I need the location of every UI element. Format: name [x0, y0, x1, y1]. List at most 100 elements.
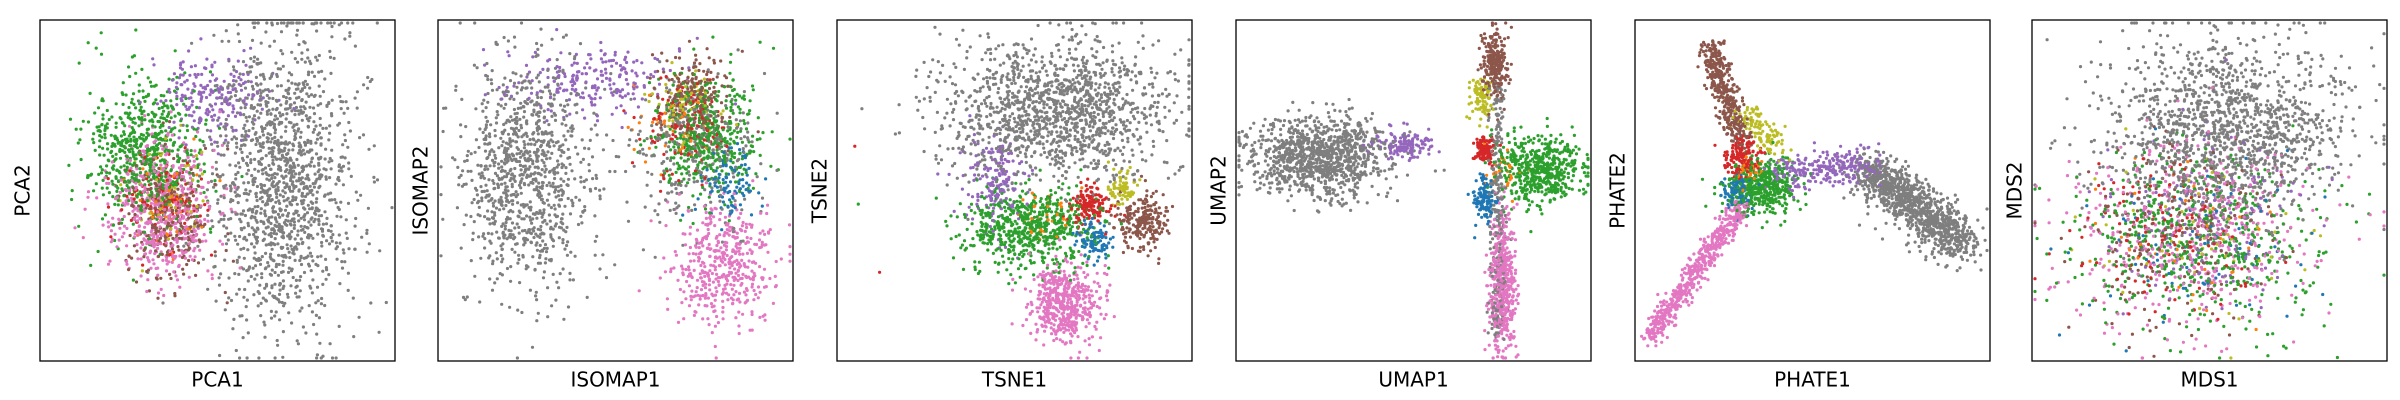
scatter-point: [483, 142, 486, 145]
scatter-point: [107, 225, 110, 228]
scatter-point: [303, 271, 306, 274]
scatter-point: [300, 153, 303, 156]
scatter-point: [168, 218, 171, 221]
scatter-point: [742, 111, 745, 114]
scatter-point: [194, 274, 197, 277]
scatter-point: [314, 21, 317, 24]
scatter-point: [253, 158, 256, 161]
scatter-point: [222, 125, 225, 128]
scatter-point: [145, 270, 148, 273]
scatter-point: [161, 106, 164, 109]
scatter-point: [135, 140, 138, 143]
scatter-point: [296, 29, 299, 32]
scatter-point: [568, 98, 571, 101]
scatter-point: [148, 212, 151, 215]
scatter-point: [675, 171, 678, 174]
scatter-point: [239, 106, 242, 109]
scatter-point: [273, 118, 276, 121]
scatter-point: [165, 171, 168, 174]
scatter-point: [222, 218, 225, 221]
scatter-point: [746, 121, 749, 124]
scatter-point: [269, 133, 272, 136]
scatter-point: [282, 65, 285, 68]
scatter-point: [500, 144, 503, 147]
scatter-point: [707, 297, 710, 300]
scatter-point: [136, 257, 139, 260]
scatter-point: [242, 60, 245, 63]
scatter-point: [141, 150, 144, 153]
scatter-point: [199, 168, 202, 171]
scatter-point: [266, 113, 269, 116]
scatter-point: [167, 237, 170, 240]
scatter-point: [626, 51, 629, 54]
scatter-point: [317, 71, 320, 74]
scatter-point: [736, 131, 739, 134]
scatter-point: [709, 264, 712, 267]
scatter-point: [279, 193, 282, 196]
scatter-point: [247, 331, 250, 334]
scatter-point: [247, 181, 250, 184]
scatter-point: [237, 201, 240, 204]
scatter-point: [169, 227, 172, 230]
scatter-point: [346, 146, 349, 149]
scatter-point: [324, 148, 327, 151]
scatter-point: [707, 154, 710, 157]
scatter-point: [719, 246, 722, 249]
scatter-point: [316, 191, 319, 194]
scatter-point: [186, 204, 189, 207]
scatter-point: [298, 21, 301, 24]
scatter-point: [230, 138, 233, 141]
scatter-point: [547, 123, 550, 126]
scatter-point: [203, 233, 206, 236]
scatter-point: [715, 273, 718, 276]
scatter-point: [181, 268, 184, 271]
scatter-point: [301, 242, 304, 245]
scatter-point: [207, 181, 210, 184]
scatter-point: [270, 215, 273, 218]
scatter-point: [119, 144, 122, 147]
scatter-point: [726, 205, 729, 208]
scatter-point: [233, 272, 236, 275]
scatter-point: [172, 175, 175, 178]
scatter-point: [511, 203, 514, 206]
scatter-point: [645, 154, 648, 157]
scatter-point: [733, 267, 736, 270]
scatter-point: [728, 266, 731, 269]
panel-isomap: ISOMAP1 ISOMAP2: [409, 20, 794, 392]
scatter-point: [734, 180, 737, 183]
scatter-point: [118, 227, 121, 230]
scatter-point: [273, 126, 276, 129]
scatter-point: [723, 190, 726, 193]
scatter-point: [192, 207, 195, 210]
scatter-point: [120, 134, 123, 137]
scatter-point: [476, 193, 479, 196]
scatter-point: [101, 147, 104, 150]
scatter-point: [484, 93, 487, 96]
scatter-point: [156, 194, 159, 197]
scatter-point: [555, 281, 558, 284]
scatter-point: [158, 225, 161, 228]
scatter-point: [165, 185, 168, 188]
scatter-point: [748, 184, 751, 187]
scatter-point: [263, 209, 266, 212]
scatter-point: [573, 177, 576, 180]
scatter-point: [750, 310, 753, 313]
scatter-point: [378, 249, 381, 252]
scatter-point: [282, 330, 285, 333]
scatter-point: [293, 92, 296, 95]
scatter-point: [287, 296, 290, 299]
scatter-point: [226, 147, 229, 150]
scatter-point: [299, 136, 302, 139]
scatter-point: [758, 246, 761, 249]
scatter-point: [573, 61, 576, 64]
scatter-point: [347, 272, 350, 275]
scatter-point: [485, 157, 488, 160]
scatter-point: [175, 86, 178, 89]
scatter-point: [731, 276, 734, 279]
scatter-point: [247, 80, 250, 83]
scatter-point: [743, 122, 746, 125]
scatter-point: [253, 114, 256, 117]
scatter-point: [228, 102, 231, 105]
scatter-point: [738, 332, 741, 335]
